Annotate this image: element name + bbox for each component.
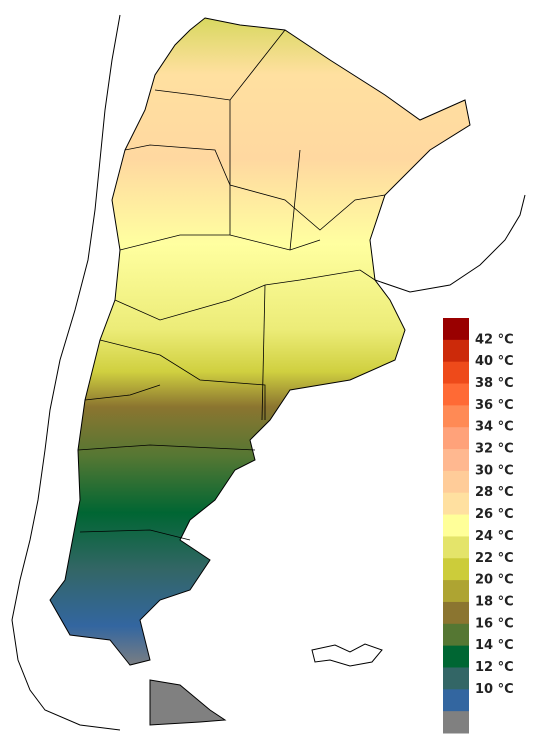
province-borders xyxy=(77,29,386,541)
legend-swatch xyxy=(443,449,469,472)
chile-coast xyxy=(11,14,121,731)
legend-swatch xyxy=(443,318,469,341)
legend-swatch xyxy=(443,645,469,668)
legend-label: 22 °C xyxy=(475,551,514,566)
legend-label: 32 °C xyxy=(475,442,514,457)
legend-swatch xyxy=(443,601,469,625)
legend-label: 34 °C xyxy=(475,420,514,435)
legend-swatch xyxy=(443,580,469,603)
legend-swatch xyxy=(443,427,469,450)
legend-label: 14 °C xyxy=(475,638,514,653)
legend-swatch xyxy=(443,514,469,537)
legend-label: 16 °C xyxy=(475,616,514,631)
legend-swatch xyxy=(443,667,469,690)
legend-swatch xyxy=(443,405,469,428)
legend-swatch xyxy=(443,711,469,734)
legend-swatch xyxy=(443,339,469,363)
legend-swatch xyxy=(443,689,469,712)
legend-label: 36 °C xyxy=(475,398,514,413)
uruguay-coast xyxy=(374,194,526,293)
legend-swatch xyxy=(443,623,469,647)
argentina xyxy=(49,17,471,666)
legend-swatch xyxy=(443,470,469,494)
legend-swatch xyxy=(443,536,469,559)
tierra-del-fuego xyxy=(149,679,227,726)
legend-label: 24 °C xyxy=(475,529,514,544)
legend-label: 30 °C xyxy=(475,463,514,478)
malvinas xyxy=(311,643,383,667)
legend: 42 °C 40 °C 38 °C 36 °C 34 °C 32 °C 30 °C 28 °C… xyxy=(443,318,514,734)
legend-swatch xyxy=(443,492,469,516)
legend-label: 28 °C xyxy=(475,485,514,500)
legend-swatch xyxy=(443,383,469,406)
legend-swatch xyxy=(443,361,469,385)
legend-label: 26 °C xyxy=(475,507,514,522)
legend-label: 38 °C xyxy=(475,376,514,391)
legend-label: 42 °C xyxy=(475,332,514,347)
legend-label: 20 °C xyxy=(475,573,514,588)
legend-label: 40 °C xyxy=(475,354,514,369)
legend-label: 12 °C xyxy=(475,660,514,675)
legend-label: 10 °C xyxy=(475,682,514,697)
legend-label: 18 °C xyxy=(475,594,514,609)
legend-swatch xyxy=(443,558,469,581)
